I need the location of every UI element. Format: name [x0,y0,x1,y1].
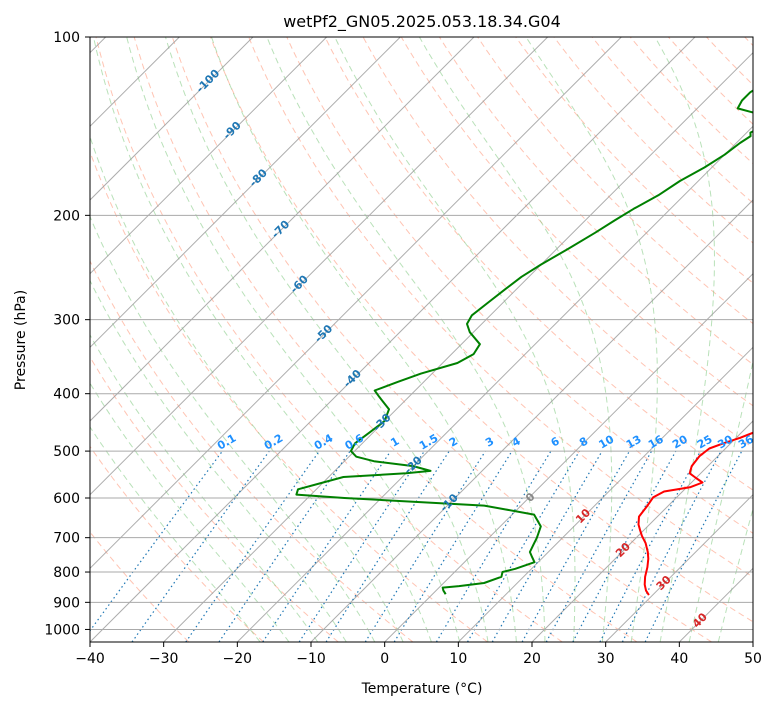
x-tick-label: −10 [296,651,326,667]
x-tick-label: 0 [380,651,389,667]
y-tick-label: 900 [53,595,80,611]
x-tick-label: 50 [744,651,762,667]
isotherm [236,125,753,642]
isotherm [605,493,753,642]
y-tick-label: 400 [53,387,80,403]
moist-adiabat [90,334,319,642]
isotherm [90,37,622,570]
moist-adiabat [418,37,613,642]
y-tick-label: 300 [53,313,80,329]
isotherm [90,37,475,422]
dry-adiabat [324,37,753,491]
dry-adiabat [90,445,264,642]
mixing-ratio-line [466,450,580,642]
x-axis: −40 −30 −20 −10 0 10 20 30 40 50 [75,642,762,667]
y-tick-label: 200 [53,208,80,224]
x-tick-label: −20 [223,651,253,667]
isotherm [90,37,696,642]
y-tick-label: 1000 [44,622,80,638]
dry-adiabat [95,37,563,642]
y-tick-label: 800 [53,565,80,581]
moist-adiabat [90,215,376,642]
dry-adiabat [90,259,414,642]
isotherm [90,37,328,275]
mixing-ratio-line [262,450,392,642]
mixing-ratio-line [599,450,702,642]
x-tick-label: 30 [597,651,615,667]
mixing-ratio-line [572,450,677,642]
moist-adiabat [90,426,261,642]
moist-adiabat [211,37,517,642]
mixing-ratio-line [298,450,425,642]
y-tick-label: 600 [53,491,80,507]
y-tick-label: 500 [53,444,80,460]
mixing-ratio-line [393,450,513,642]
isotherm [90,37,254,201]
y-axis-title: Pressure (hPa) [13,290,29,390]
moist-adiabat [525,37,658,642]
isotherm [90,37,401,349]
x-tick-label: 20 [523,651,541,667]
moist-adiabat [654,37,716,642]
isotherm [531,420,753,642]
plot-background [90,37,753,642]
isotherm [384,272,753,642]
isotherm [163,51,753,642]
x-tick-label: 40 [670,651,688,667]
moist-adiabat [717,507,753,642]
isotherm [310,199,753,642]
dewpoint-line [295,89,753,595]
isotherm [90,37,549,496]
dry-adiabat [210,37,753,623]
y-axis: 100 200 300 400 500 600 700 800 900 1000 [44,30,90,638]
temperature-line [637,431,753,596]
moist-adiabat [90,382,290,642]
isotherm [752,641,753,642]
moist-adiabat [334,37,576,642]
dry-adiabat [171,37,712,642]
x-tick-label: −30 [149,651,179,667]
mixing-ratio-line [364,450,486,642]
mixing-ratio-line [185,450,320,642]
x-tick-label: 10 [449,651,467,667]
dry-adiabat [515,37,753,284]
x-axis-title: Temperature (°C) [361,681,483,697]
mixing-ratio-line [435,450,552,642]
x-tick-label: −40 [75,651,105,667]
moist-adiabat [266,37,546,642]
moist-adiabat [165,37,489,642]
sounding-series [295,89,753,596]
plot-frame [89,36,754,643]
moist-adiabat [688,359,753,642]
dry-adiabat [248,37,753,578]
mixing-ratio-line [218,450,351,642]
moist-adiabat [93,37,432,642]
mixing-ratio-line [325,450,450,642]
chart-title: wetPf2_GN05.2025.053.18.34.G04 [283,12,561,32]
y-tick-label: 700 [53,531,80,547]
y-tick-label: 100 [53,30,80,46]
moist-adiabat [126,37,461,642]
isotherm [457,346,753,642]
